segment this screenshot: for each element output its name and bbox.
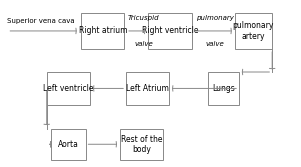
Text: Lungs: Lungs: [212, 84, 235, 93]
Text: pulmonary: pulmonary: [196, 15, 234, 21]
FancyBboxPatch shape: [51, 129, 86, 160]
Text: Aorta: Aorta: [58, 140, 79, 149]
FancyBboxPatch shape: [208, 72, 239, 105]
Text: valve: valve: [134, 41, 153, 47]
Text: valve: valve: [205, 41, 224, 47]
FancyBboxPatch shape: [235, 13, 272, 49]
Text: Tricuspid: Tricuspid: [128, 15, 160, 21]
FancyBboxPatch shape: [47, 72, 90, 105]
Text: pulmonary
artery: pulmonary artery: [233, 21, 274, 41]
FancyBboxPatch shape: [148, 13, 191, 49]
Text: Right ventricle: Right ventricle: [142, 26, 198, 35]
Text: Left Atrium: Left Atrium: [126, 84, 169, 93]
FancyBboxPatch shape: [81, 13, 124, 49]
FancyBboxPatch shape: [120, 129, 163, 160]
Text: Superior vena cava: Superior vena cava: [7, 18, 75, 24]
Text: Left ventricle: Left ventricle: [43, 84, 94, 93]
FancyBboxPatch shape: [126, 72, 169, 105]
Text: Rest of the
body: Rest of the body: [121, 135, 162, 154]
Text: Right atrium: Right atrium: [79, 26, 127, 35]
